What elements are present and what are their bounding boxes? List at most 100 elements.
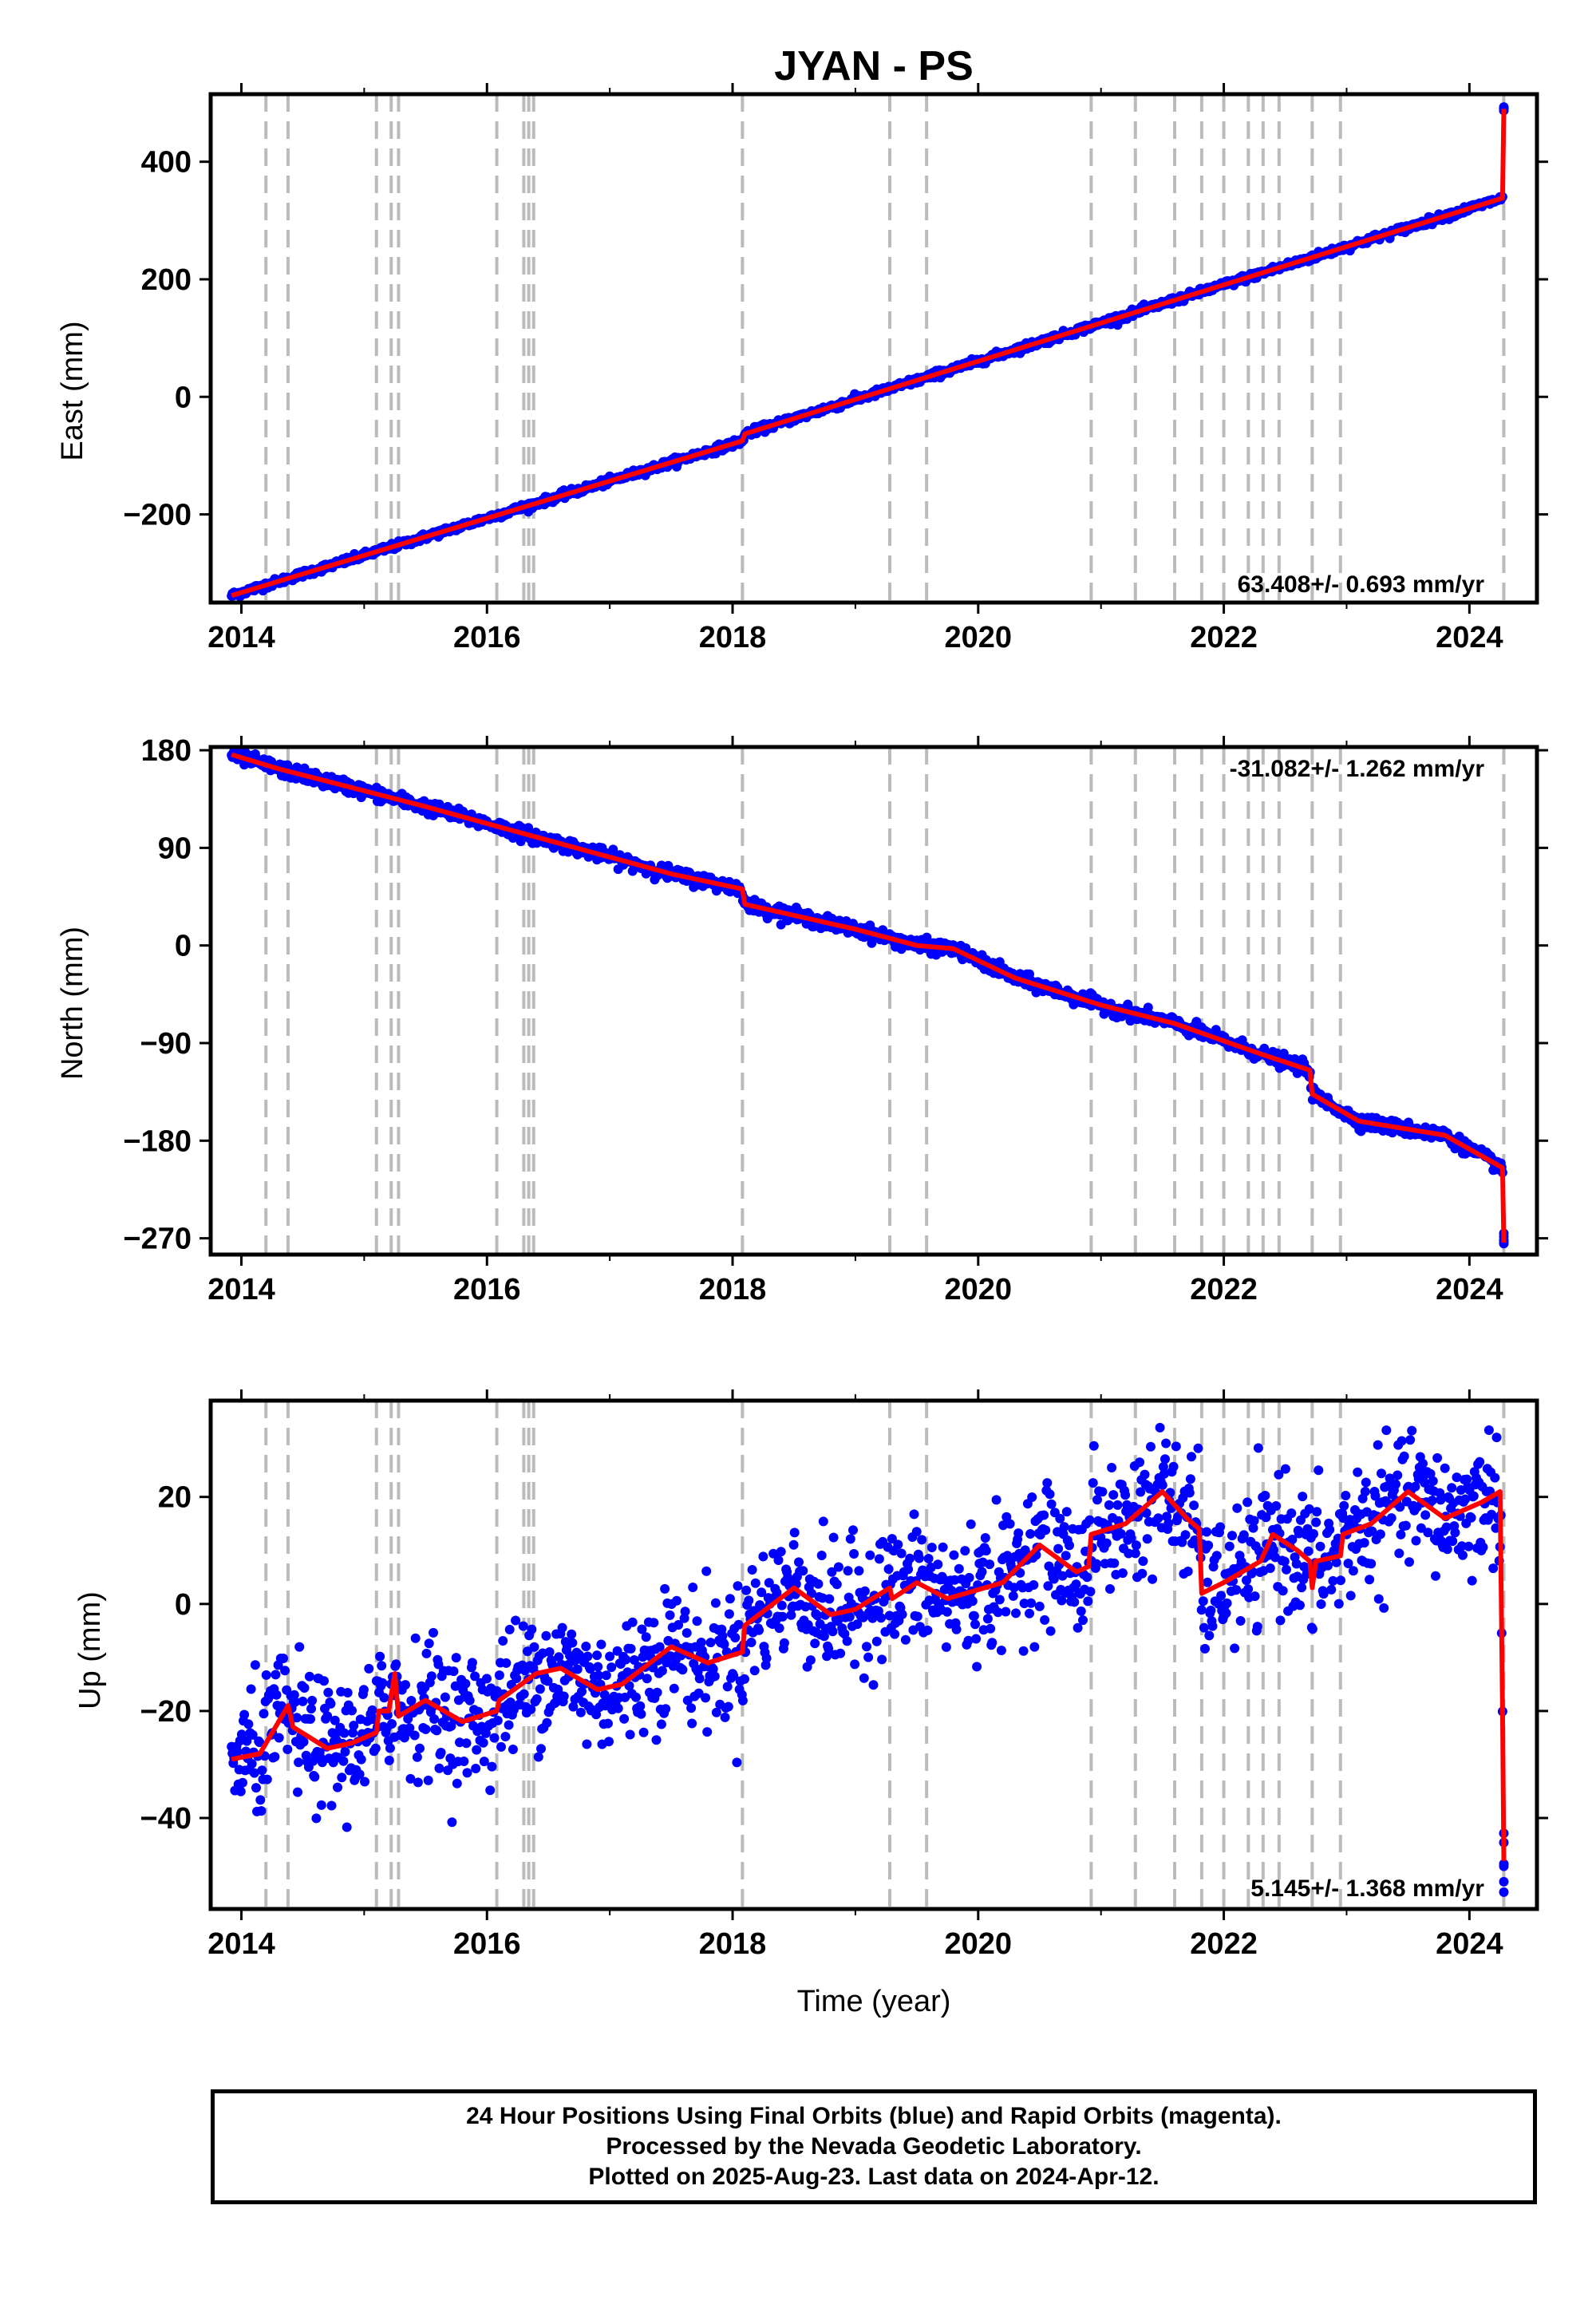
up-point — [1159, 1468, 1169, 1479]
up-point — [986, 1623, 996, 1634]
up-point — [326, 1800, 337, 1811]
up-point — [478, 1737, 488, 1748]
up-point — [933, 1559, 943, 1570]
up-point — [942, 1607, 952, 1617]
up-point — [271, 1690, 282, 1700]
up-point — [812, 1611, 823, 1621]
up-point — [1204, 1630, 1215, 1641]
up-point — [977, 1567, 987, 1577]
up-point — [909, 1509, 919, 1520]
up-point — [849, 1549, 859, 1559]
up-point — [1039, 1510, 1049, 1520]
up-point — [1124, 1548, 1134, 1559]
up-point — [1136, 1487, 1146, 1497]
caption-line-1: 24 Hour Positions Using Final Orbits (bl… — [466, 2103, 1282, 2129]
up-rate-label: 5.145+/- 1.368 mm/yr — [1250, 1875, 1484, 1902]
up-point — [235, 1786, 246, 1796]
up-point — [1468, 1491, 1479, 1501]
up-point — [1326, 1584, 1337, 1595]
up-point — [725, 1594, 735, 1604]
up-point — [472, 1745, 482, 1755]
up-point — [544, 1647, 555, 1657]
up-point — [1287, 1535, 1298, 1544]
up-point — [464, 1695, 475, 1705]
up-point — [619, 1713, 630, 1724]
up-point — [709, 1671, 720, 1682]
up-point — [487, 1761, 497, 1772]
up-point — [1312, 1507, 1322, 1517]
up-point — [1065, 1540, 1074, 1551]
up-point — [1238, 1530, 1249, 1540]
up-point — [583, 1651, 593, 1662]
up-point — [788, 1539, 799, 1550]
up-point — [485, 1785, 496, 1796]
up-point — [526, 1704, 536, 1714]
up-point — [593, 1662, 603, 1672]
up-point — [459, 1757, 469, 1766]
up-point — [1126, 1533, 1136, 1543]
up-point — [819, 1631, 829, 1642]
up-point — [1488, 1563, 1499, 1574]
up-point — [330, 1715, 340, 1725]
up-point — [482, 1674, 492, 1684]
east-model-line — [231, 109, 1507, 599]
up-point — [733, 1581, 743, 1591]
north-ytick-label: −180 — [123, 1124, 192, 1158]
up-point — [993, 1607, 1003, 1618]
up-point — [1057, 1571, 1068, 1581]
up-point — [1153, 1513, 1163, 1524]
up-point — [1042, 1478, 1053, 1488]
up-point — [1041, 1525, 1051, 1535]
up-point — [917, 1535, 927, 1545]
up-point — [654, 1642, 665, 1652]
east-ytick-label: −200 — [123, 499, 192, 532]
up-point — [1265, 1563, 1275, 1573]
up-point — [708, 1664, 718, 1674]
up-point — [702, 1727, 713, 1737]
up-point — [1158, 1462, 1168, 1472]
up-point — [994, 1595, 1005, 1605]
up-point — [686, 1703, 697, 1713]
up-points — [227, 1422, 1509, 1897]
up-point — [843, 1566, 853, 1576]
up-point — [1231, 1585, 1242, 1595]
up-point — [1450, 1528, 1460, 1538]
up-point — [836, 1648, 846, 1658]
north-xtick-label: 2018 — [699, 1273, 767, 1306]
up-point — [1432, 1452, 1443, 1463]
up-point — [1373, 1594, 1384, 1604]
up-point — [1190, 1535, 1200, 1545]
up-point — [604, 1737, 614, 1747]
up-point — [1206, 1605, 1216, 1615]
up-point — [701, 1693, 711, 1703]
up-point — [471, 1764, 481, 1773]
up-point — [740, 1674, 749, 1684]
up-point — [236, 1729, 247, 1740]
up-point — [1318, 1589, 1329, 1599]
up-point — [845, 1534, 855, 1544]
up-point — [705, 1638, 716, 1648]
up-point — [1333, 1599, 1344, 1609]
up-point — [1339, 1500, 1349, 1511]
up-point — [1215, 1522, 1226, 1532]
up-point — [1117, 1568, 1128, 1579]
up-point — [289, 1690, 299, 1700]
up-point — [429, 1714, 440, 1724]
up-point — [1109, 1558, 1120, 1568]
up-point — [1499, 1859, 1509, 1869]
up-point — [711, 1707, 721, 1717]
up-point — [1261, 1512, 1271, 1523]
up-point — [641, 1632, 651, 1642]
up-point — [298, 1737, 309, 1747]
up-point — [1078, 1615, 1088, 1626]
up-point — [338, 1756, 349, 1766]
up-point — [1423, 1528, 1433, 1538]
up-point — [967, 1596, 978, 1607]
up-xtick-label: 2016 — [453, 1927, 521, 1961]
east-ytick-label: 200 — [141, 263, 192, 297]
up-point — [370, 1743, 381, 1753]
up-point — [897, 1609, 907, 1619]
up-point — [262, 1774, 272, 1784]
up-point — [348, 1728, 358, 1738]
